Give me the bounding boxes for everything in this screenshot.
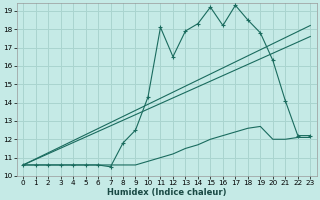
X-axis label: Humidex (Indice chaleur): Humidex (Indice chaleur) <box>107 188 227 197</box>
